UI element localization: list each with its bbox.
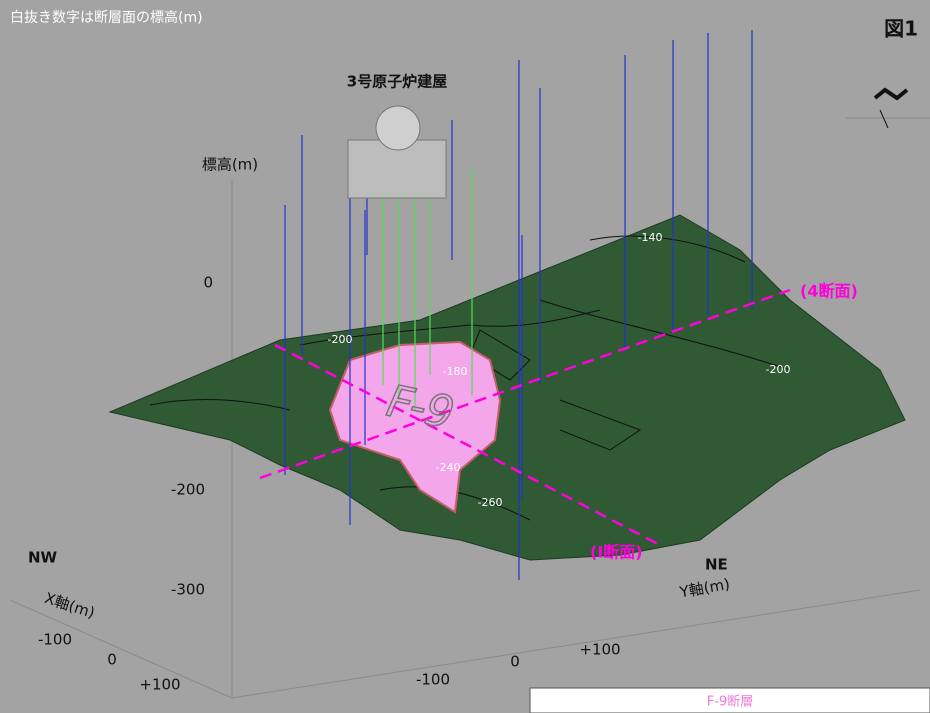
contour-label: -200 bbox=[766, 363, 791, 376]
legend-box bbox=[529, 687, 930, 713]
section-label: (4断面) bbox=[800, 282, 858, 301]
figure-number: 図1 bbox=[884, 17, 918, 41]
z-tick-label: -300 bbox=[171, 581, 205, 599]
building-label: 3号原子炉建屋 bbox=[347, 73, 447, 91]
y-tick-label: 0 bbox=[510, 653, 520, 671]
x-tick-label: -100 bbox=[38, 631, 72, 649]
section-label: (I断面) bbox=[590, 543, 643, 562]
legend-label: F-9断層 bbox=[707, 695, 753, 710]
z-tick-label: -200 bbox=[171, 481, 205, 499]
contour-label: -260 bbox=[478, 496, 503, 509]
contour-label: -180 bbox=[443, 365, 468, 378]
contour-label: -140 bbox=[638, 231, 663, 244]
building-dome bbox=[375, 105, 421, 151]
y-tick-label: +100 bbox=[579, 641, 620, 659]
note: 白抜き数字は断層面の標高(m) bbox=[10, 9, 203, 26]
z-tick-label: 0 bbox=[203, 274, 213, 292]
z-axis-title: 標高(m) bbox=[202, 156, 258, 174]
contour-label: -240 bbox=[436, 461, 461, 474]
contour-label: -200 bbox=[328, 333, 353, 346]
y-tick-label: -100 bbox=[416, 671, 450, 689]
north-symbol bbox=[873, 87, 909, 129]
terrain bbox=[108, 214, 906, 561]
x-tick-label: +100 bbox=[139, 676, 180, 694]
fault-surface bbox=[328, 340, 502, 514]
section-lines bbox=[259, 288, 791, 547]
x-tick-label: 0 bbox=[107, 651, 117, 669]
x-direction: NW bbox=[28, 549, 58, 567]
y-direction: NE bbox=[705, 556, 728, 574]
